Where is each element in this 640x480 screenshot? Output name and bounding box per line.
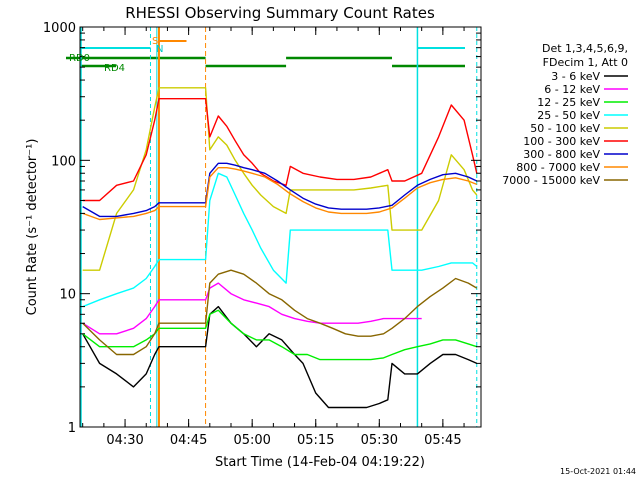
annotation-n: N <box>156 44 163 55</box>
series-line-7 <box>82 162 478 218</box>
chart-title: RHESSI Observing Summary Count Rates <box>125 4 435 22</box>
y-tick-label-2: 10 <box>59 288 76 303</box>
annotation-rd4: RD4 <box>104 63 125 74</box>
legend-label-4: 25 - 50 keV <box>537 109 600 122</box>
legend-header-line-1: Det 1,3,4,5,6,9, <box>542 42 628 55</box>
legend-label-9: 7000 - 15000 keV <box>502 174 600 187</box>
y-tick-label-1: 1 <box>68 421 76 436</box>
series-line-2 <box>82 282 422 335</box>
legend-label-1: 3 - 6 keV <box>551 70 600 83</box>
series-line-4 <box>82 172 478 308</box>
footer-timestamp: 15-Oct-2021 01:44 <box>560 467 636 476</box>
x-tick-label-3: 05:00 <box>233 433 270 448</box>
x-axis-label: Start Time (14-Feb-04 04:19:22) <box>215 455 425 470</box>
legend-label-3: 12 - 25 keV <box>537 96 600 109</box>
y-tick-label-4: 1000 <box>43 21 76 36</box>
series-line-8 <box>82 166 478 221</box>
x-tick-label-5: 05:30 <box>361 433 398 448</box>
series-line-9 <box>82 269 478 356</box>
series-line-5 <box>82 87 478 271</box>
plot-frame <box>79 26 482 428</box>
series-layer <box>82 87 478 409</box>
legend-label-6: 100 - 300 keV <box>523 135 600 148</box>
annotation-s: S <box>152 36 158 47</box>
legend-header-line-2: FDecim 1, Att 0 <box>543 56 628 69</box>
y-tick-label-3: 100 <box>51 154 76 169</box>
x-tick-label-1: 04:30 <box>106 433 143 448</box>
x-tick-label-2: 04:45 <box>170 433 207 448</box>
x-tick-label-4: 05:15 <box>297 433 334 448</box>
series-line-1 <box>82 305 478 409</box>
y-axis-label: Count Rate (s⁻¹ detector⁻¹) <box>25 139 40 316</box>
legend-label-7: 300 - 800 keV <box>523 148 600 161</box>
x-tick-label-6: 05:45 <box>424 433 461 448</box>
legend-label-5: 50 - 100 keV <box>530 122 600 135</box>
annotation-rd0: RD0 <box>69 53 90 64</box>
axis-ticks: 04:30 04:45 05:00 05:15 05:30 05:45 1 10 100 1000 <box>43 21 481 448</box>
legend-label-8: 800 - 7000 keV <box>516 161 600 174</box>
legend-label-2: 6 - 12 keV <box>544 83 600 96</box>
